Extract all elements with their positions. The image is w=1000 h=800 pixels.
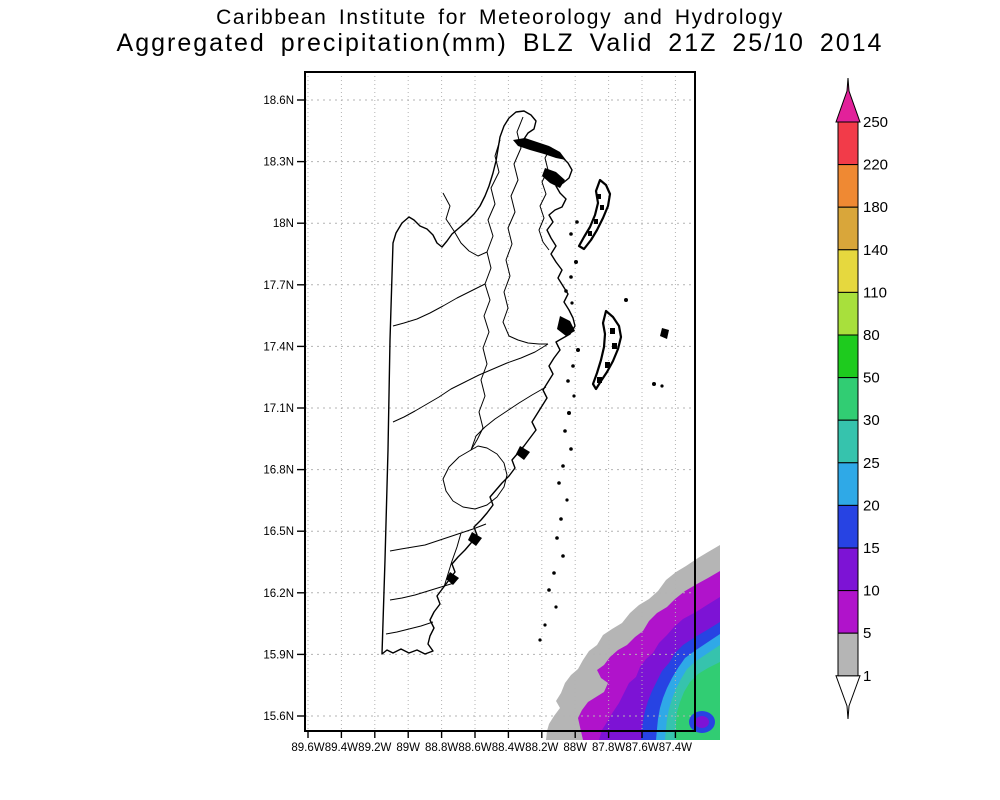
colorbar-tick-label: 80 [863,327,880,344]
lon-tick-label: 89W [396,742,420,754]
lon-tick-label: 88.6W [458,742,491,754]
lat-tick-label: 18.6N [263,95,294,107]
colorbar-tick-label: 30 [863,412,880,429]
belize-map [381,110,669,655]
lon-axis: 89.6W 89.4W 89.2W 89W 88.8W 88.6W 88.4W 88.2W 88… [291,742,692,754]
colorbar-segment [837,206,859,251]
lat-axis: 18.6N 18.3N 18N 17.7N 17.4N 17.1N 16.8N 16.5N 16… [263,95,294,723]
colorbar-tick-label: 1 [863,668,871,685]
lon-tick-label: 88W [563,742,587,754]
colorbar-tick-label: 180 [863,199,888,216]
page-subtitle: Aggregated precipitation(mm) BLZ Valid 2… [116,29,884,57]
colorbar-tick-label: 110 [863,284,887,301]
lon-tick-label: 87.6W [625,742,658,754]
colorbar-segment [837,419,859,464]
lat-tick-label: 17.7N [263,280,294,292]
lon-tick-label: 89.2W [358,742,391,754]
lat-tick-label: 16.8N [263,465,294,477]
colorbar-segment [837,249,859,293]
colorbar-arrow-below-min [835,675,861,720]
axis-ticks [297,99,677,738]
colorbar-tick-label: 20 [863,497,880,514]
lat-tick-label: 18N [273,218,294,230]
lat-tick-label: 16.5N [263,526,294,538]
turneffe-detail [597,328,617,383]
colorbar-segment [837,632,859,677]
colorbar-tick-label: 50 [863,370,880,387]
colorbar-segment [837,590,859,634]
coastal-mangrove-patches [446,138,575,585]
lon-tick-label: 88.2W [525,742,558,754]
lon-tick-label: 89.4W [325,742,358,754]
colorbar-segment [837,291,859,336]
colorbar-segment [837,504,859,549]
precip-corner-core-10mm [695,716,709,728]
colorbar-tick-label: 15 [863,540,880,557]
page-title: Caribbean Institute for Meteorology and … [216,6,784,29]
colorbar-segments [837,121,859,677]
colorbar-segment [837,462,859,506]
colorbar-segment [837,377,859,421]
lat-tick-label: 17.4N [263,341,294,353]
lat-tick-label: 16.2N [263,588,294,600]
colorbar-tick-label: 10 [863,583,880,600]
colorbar-segment [837,547,859,592]
ambergris-caye-detail [588,194,604,236]
lat-tick-label: 15.6N [263,711,294,723]
colorbar-tick-label: 25 [863,455,880,472]
lat-tick-label: 17.1N [263,403,294,415]
colorbar-tick-label: 140 [863,242,888,259]
ambergris-caye [577,178,612,251]
colorbar-tick-label: 250 [863,114,888,131]
lighthouse-reef [624,298,669,388]
belize-mainland-outline [381,110,576,655]
colorbar-arrow-above-max [835,77,861,123]
lon-tick-label: 87.8W [592,742,625,754]
colorbar-segment [837,334,859,379]
barrier-reef-cayes [538,220,580,642]
plot-border [304,71,696,732]
colorbar: 250 220 180 140 110 80 50 30 25 20 15 10 5 1 [835,77,888,720]
colorbar-segment [837,164,859,208]
lon-tick-label: 89.6W [291,742,324,754]
colorbar-tick-label: 5 [863,625,871,642]
lat-tick-label: 15.9N [263,649,294,661]
colorbar-labels: 250 220 180 140 110 80 50 30 25 20 15 10 5 1 [863,114,888,685]
precipitation-shading [546,545,720,740]
lon-tick-label: 87.4W [659,742,692,754]
colorbar-tick-label: 220 [863,157,888,174]
lon-tick-label: 88.8W [425,742,458,754]
turneffe-atoll [591,309,623,391]
lon-tick-label: 88.4W [492,742,525,754]
district-watershed-boundaries [385,116,552,635]
lat-tick-label: 18.3N [263,157,294,169]
grid-lines [305,72,695,731]
colorbar-segment [837,121,859,166]
